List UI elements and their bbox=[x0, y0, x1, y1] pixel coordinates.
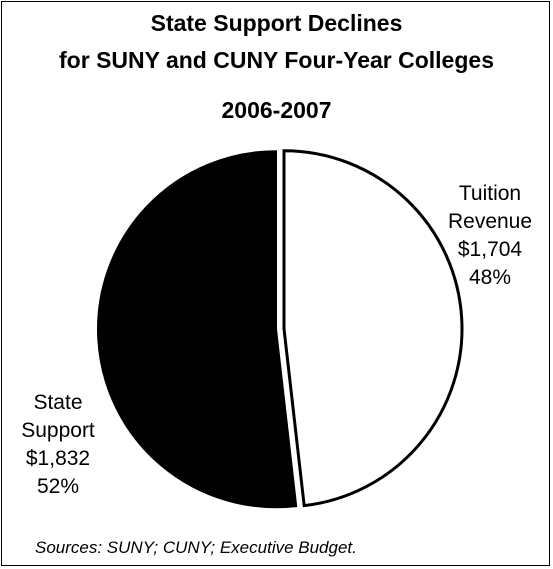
chart-title-line-2: for SUNY and CUNY Four-Year Colleges bbox=[59, 47, 494, 73]
slice-label-state-line2: Support bbox=[21, 419, 95, 442]
slice-label-state-percent: 52% bbox=[36, 475, 80, 498]
slice-label-tuition-percent: 48% bbox=[468, 266, 512, 289]
slice-label-tuition-line1: Tuition bbox=[458, 182, 522, 205]
chart-title-line-1: State Support Declines bbox=[150, 10, 403, 36]
slice-label-tuition-line2: Revenue bbox=[447, 210, 533, 233]
pie-slice-state-support bbox=[97, 150, 298, 509]
chart-subtitle: 2006-2007 bbox=[221, 97, 332, 123]
slice-label-state-line1: State bbox=[33, 391, 83, 414]
chart-source-note: Sources: SUNY; CUNY; Executive Budget. bbox=[35, 538, 357, 557]
pie-slice-tuition-revenue bbox=[282, 149, 464, 508]
slice-label-tuition-revenue: Tuition Revenue $1,704 48% bbox=[430, 180, 550, 292]
slice-label-state-support: State Support $1,832 52% bbox=[12, 389, 104, 501]
slice-label-state-amount: $1,832 bbox=[25, 447, 91, 470]
slice-label-tuition-amount: $1,704 bbox=[457, 238, 523, 261]
